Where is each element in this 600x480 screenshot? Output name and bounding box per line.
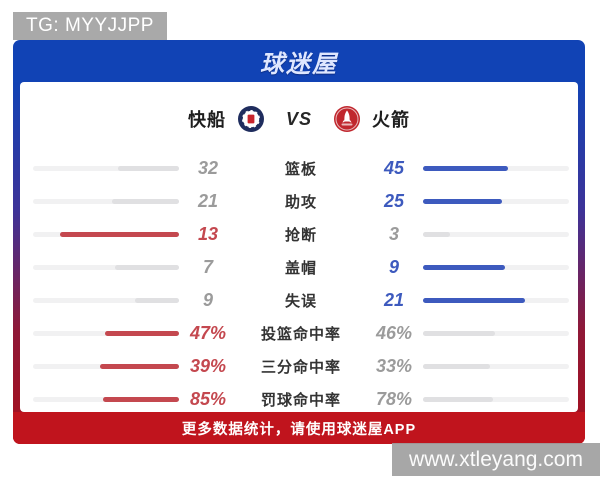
home-stat-bar	[33, 298, 179, 303]
brand-logo: 球迷屋	[260, 50, 338, 78]
stat-label: 三分命中率	[260, 359, 341, 376]
home-stat-bar-fill	[115, 265, 179, 270]
away-stat-value: 78%	[375, 389, 413, 409]
stats-rows: 32 篮板 45 21 助攻 25 13 抢断 3 7 盖帽 9 9 失误 21 47% 投篮命中率 46% 39%…	[20, 150, 578, 412]
card-footer: 更多数据统计，请使用球迷屋APP	[13, 412, 585, 444]
home-stat-bar	[33, 331, 179, 336]
footer-promo-text: 更多数据统计，请使用球迷屋APP	[181, 421, 417, 438]
home-stat-bar	[33, 199, 179, 204]
stat-row: 47% 投篮命中率 46%	[33, 317, 569, 350]
home-stat-bar	[33, 364, 179, 369]
home-stat-bar-fill	[99, 364, 179, 369]
home-stat-value: 7	[202, 257, 213, 277]
stat-label: 盖帽	[284, 260, 317, 277]
team-header: 快船 VS 火箭	[20, 82, 578, 150]
away-stat-bar	[423, 199, 569, 204]
home-stat-bar-fill	[135, 298, 179, 303]
card-header: 球迷屋	[13, 40, 585, 82]
home-team-name: 快船	[187, 110, 226, 130]
away-stat-bar-fill	[423, 397, 493, 402]
away-stat-value: 46%	[375, 323, 413, 343]
home-stat-bar	[33, 265, 179, 270]
away-stat-bar-fill	[423, 166, 509, 171]
away-stat-value: 21	[383, 290, 405, 310]
away-stat-bar-fill	[423, 364, 490, 369]
stat-row: 7 盖帽 9	[33, 251, 569, 284]
stat-label: 助攻	[284, 194, 317, 211]
stat-label: 失误	[284, 293, 317, 310]
tg-badge: TG: MYYJJPP	[13, 12, 167, 40]
away-stat-bar-fill	[423, 232, 451, 237]
home-team-logo-icon	[237, 106, 264, 132]
stat-row: 32 篮板 45	[33, 152, 569, 185]
home-stat-bar-fill	[105, 331, 179, 336]
home-stat-bar-fill	[112, 199, 179, 204]
away-stat-bar-fill	[423, 298, 526, 303]
stats-panel: 快船 VS 火箭	[20, 82, 578, 412]
away-stat-value: 33%	[375, 356, 413, 376]
home-stat-value: 32	[197, 158, 219, 178]
stat-label: 罚球命中率	[260, 392, 341, 409]
home-stat-bar-fill	[118, 166, 179, 171]
home-stat-bar	[33, 397, 179, 402]
away-stat-bar	[423, 166, 569, 171]
home-stat-value: 13	[197, 224, 219, 244]
away-stat-bar-fill	[423, 199, 503, 204]
home-stat-bar	[33, 166, 179, 171]
away-stat-value: 3	[388, 224, 399, 244]
away-team-name: 火箭	[372, 110, 410, 130]
vs-label: VS	[285, 108, 312, 129]
away-stat-value: 45	[383, 158, 405, 178]
away-stat-bar	[423, 364, 569, 369]
away-team-logo-icon	[334, 106, 360, 132]
home-stat-value: 9	[202, 290, 213, 310]
stat-row: 39% 三分命中率 33%	[33, 350, 569, 383]
home-stat-value: 85%	[189, 389, 227, 409]
away-stat-bar	[423, 298, 569, 303]
home-stat-bar-fill	[102, 397, 179, 402]
stat-row: 21 助攻 25	[33, 185, 569, 218]
stat-row: 85% 罚球命中率 78%	[33, 383, 569, 412]
away-stat-bar	[423, 397, 569, 402]
home-stat-bar	[33, 232, 179, 237]
home-stat-bar-fill	[60, 232, 179, 237]
away-stat-bar	[423, 265, 569, 270]
stat-label: 篮板	[284, 161, 317, 178]
away-stat-bar-fill	[423, 265, 506, 270]
home-stat-value: 39%	[189, 356, 227, 376]
stat-row: 9 失误 21	[33, 284, 569, 317]
home-stat-value: 47%	[189, 323, 227, 343]
stat-label: 抢断	[284, 227, 317, 244]
home-stat-value: 21	[197, 191, 219, 211]
away-stat-value: 9	[388, 257, 399, 277]
stat-row: 13 抢断 3	[33, 218, 569, 251]
away-stat-bar	[423, 331, 569, 336]
stats-card: 球迷屋 快船 VS	[13, 40, 585, 444]
away-stat-value: 25	[383, 191, 405, 211]
away-stat-bar-fill	[423, 331, 496, 336]
away-stat-bar	[423, 232, 569, 237]
watermark: www.xtleyang.com	[392, 443, 600, 476]
stat-label: 投篮命中率	[260, 326, 341, 343]
